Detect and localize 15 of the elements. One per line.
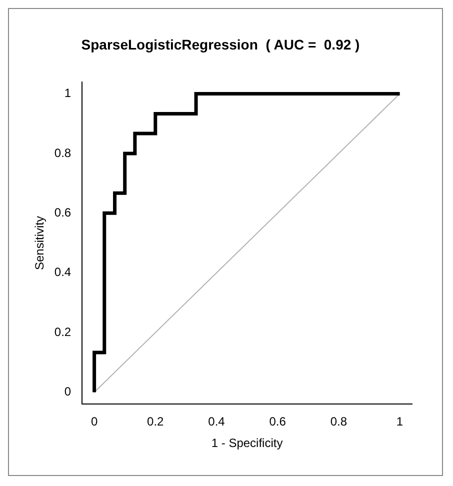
x-tick-label: 0.4 <box>208 414 226 429</box>
x-tick-label: 0.6 <box>269 414 286 429</box>
x-tick-label: 0.2 <box>147 414 164 429</box>
x-tick-label: 1 <box>396 414 404 429</box>
x-tick-label: 0 <box>90 414 98 429</box>
y-tick-label: 0.6 <box>54 205 72 220</box>
y-tick-label: 0.2 <box>54 324 72 339</box>
y-tick-label: 0 <box>64 384 72 399</box>
y-tick-label: 0.4 <box>54 265 72 280</box>
y-tick-label: 0.8 <box>54 146 72 160</box>
x-axis-title: 1 - Specificity <box>211 436 283 450</box>
y-tick-label: 1 <box>64 86 72 100</box>
y-axis-title: Sensitivity <box>32 216 47 270</box>
chart-title: SparseLogisticRegression ( AUC = 0.92 ) <box>81 36 360 52</box>
x-tick-label: 0.8 <box>330 414 348 429</box>
